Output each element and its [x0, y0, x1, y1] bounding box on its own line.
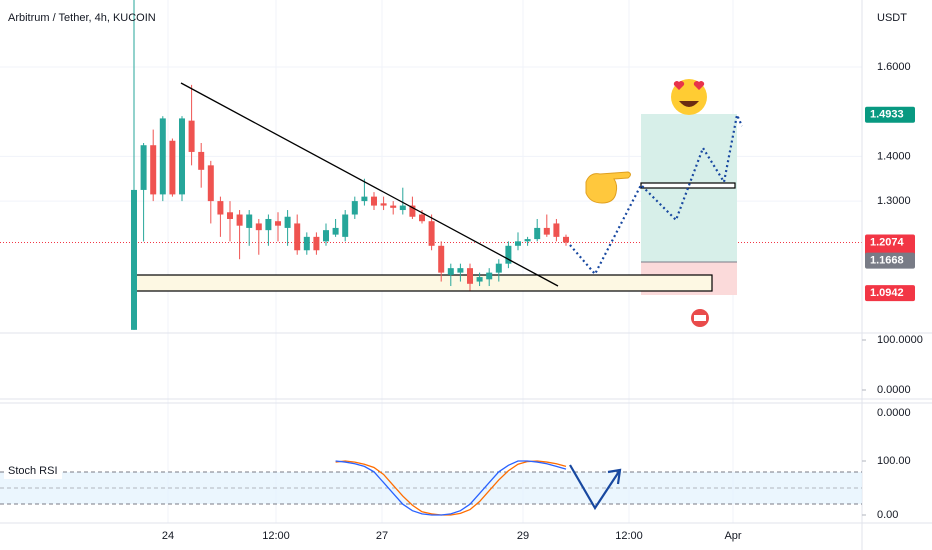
candle-body [351, 201, 358, 215]
candle-body [284, 216, 291, 228]
stoch-legend-bg [4, 462, 62, 479]
candle-body [438, 245, 445, 273]
projection-path [569, 111, 744, 276]
y-tick-label: 1.4000 [877, 150, 911, 162]
pointing-hand-emoji [585, 171, 631, 204]
candle-body [467, 268, 473, 284]
candle-body [361, 196, 368, 202]
candle-body [265, 218, 272, 231]
candle-body [447, 268, 454, 275]
stoch-legend: Stoch RSI [8, 465, 58, 477]
candle-body [313, 236, 320, 251]
price-label-box [865, 106, 915, 123]
candle-body [332, 227, 339, 235]
candle-body [169, 140, 176, 195]
trend-line [180, 82, 559, 287]
candle-body [486, 272, 493, 280]
candle-body [198, 151, 205, 170]
resistance-box [640, 182, 736, 189]
candle-body [543, 227, 550, 235]
candle-body [188, 120, 195, 152]
candle-body [294, 223, 301, 251]
stoch-projection [569, 464, 621, 511]
volume-tick-label: 0.0000 [877, 384, 911, 396]
candle-body [227, 212, 233, 219]
price-label-box [865, 252, 915, 269]
candle-body [150, 145, 157, 195]
candle-body [419, 214, 425, 222]
candle-body [236, 214, 243, 226]
candle-body [409, 205, 416, 217]
candle-body [140, 145, 147, 190]
candle-body [428, 221, 435, 246]
y-tick-label: 1.6000 [877, 61, 911, 73]
candle-body [380, 203, 387, 206]
candle-body [553, 223, 560, 237]
x-tick-label: Apr [724, 530, 741, 542]
heart-eyes-emoji [671, 79, 707, 115]
event-flag-stripe [694, 315, 706, 321]
price-label-box [865, 285, 915, 302]
candle-body [563, 236, 569, 243]
candle-body [390, 205, 397, 208]
price-label: 1.0942 [870, 287, 904, 299]
candle-body [505, 245, 512, 264]
candle-body [275, 221, 281, 226]
candle-body [495, 263, 502, 273]
candle-body [217, 201, 224, 215]
candle-body [159, 118, 166, 195]
candle-body [476, 277, 483, 282]
support-zone [132, 274, 713, 292]
stoch-tick-label: 100.00 [877, 455, 911, 467]
candle-body [534, 227, 541, 240]
stoch-line [335, 460, 567, 516]
stoch-tick-label: 0.00 [877, 509, 898, 521]
candle-body [131, 189, 137, 330]
candle-body [207, 165, 214, 202]
chart-title: Arbitrum / Tether, 4h, KUCOIN [8, 12, 156, 24]
x-tick-label: 12:00 [262, 530, 290, 542]
x-tick-label: 29 [517, 530, 529, 542]
candle-body [457, 268, 464, 273]
price-label: 1.4933 [870, 109, 904, 121]
candle-body [179, 118, 185, 195]
currency-label: USDT [877, 12, 907, 24]
price-label: 1.2074 [870, 236, 905, 248]
marks [131, 0, 569, 516]
candle-body [371, 196, 377, 206]
candle-body [255, 223, 262, 231]
y-tick-label: 1.3000 [877, 195, 911, 207]
volume-tick-label: 100.0000 [877, 334, 923, 346]
candle-body [246, 214, 253, 228]
stoch-top-label: 0.0000 [877, 407, 911, 419]
candle-body [303, 236, 310, 251]
candle-body [399, 205, 406, 211]
candle-body [515, 241, 521, 246]
stoch-arrow [607, 468, 622, 485]
candle-body [524, 239, 531, 242]
x-tick-label: 24 [162, 530, 174, 542]
candle-body [323, 230, 329, 242]
x-tick-label: 12:00 [615, 530, 643, 542]
price-label: 1.1668 [870, 255, 904, 267]
candle-body [342, 214, 349, 237]
x-tick-label: 27 [376, 530, 388, 542]
